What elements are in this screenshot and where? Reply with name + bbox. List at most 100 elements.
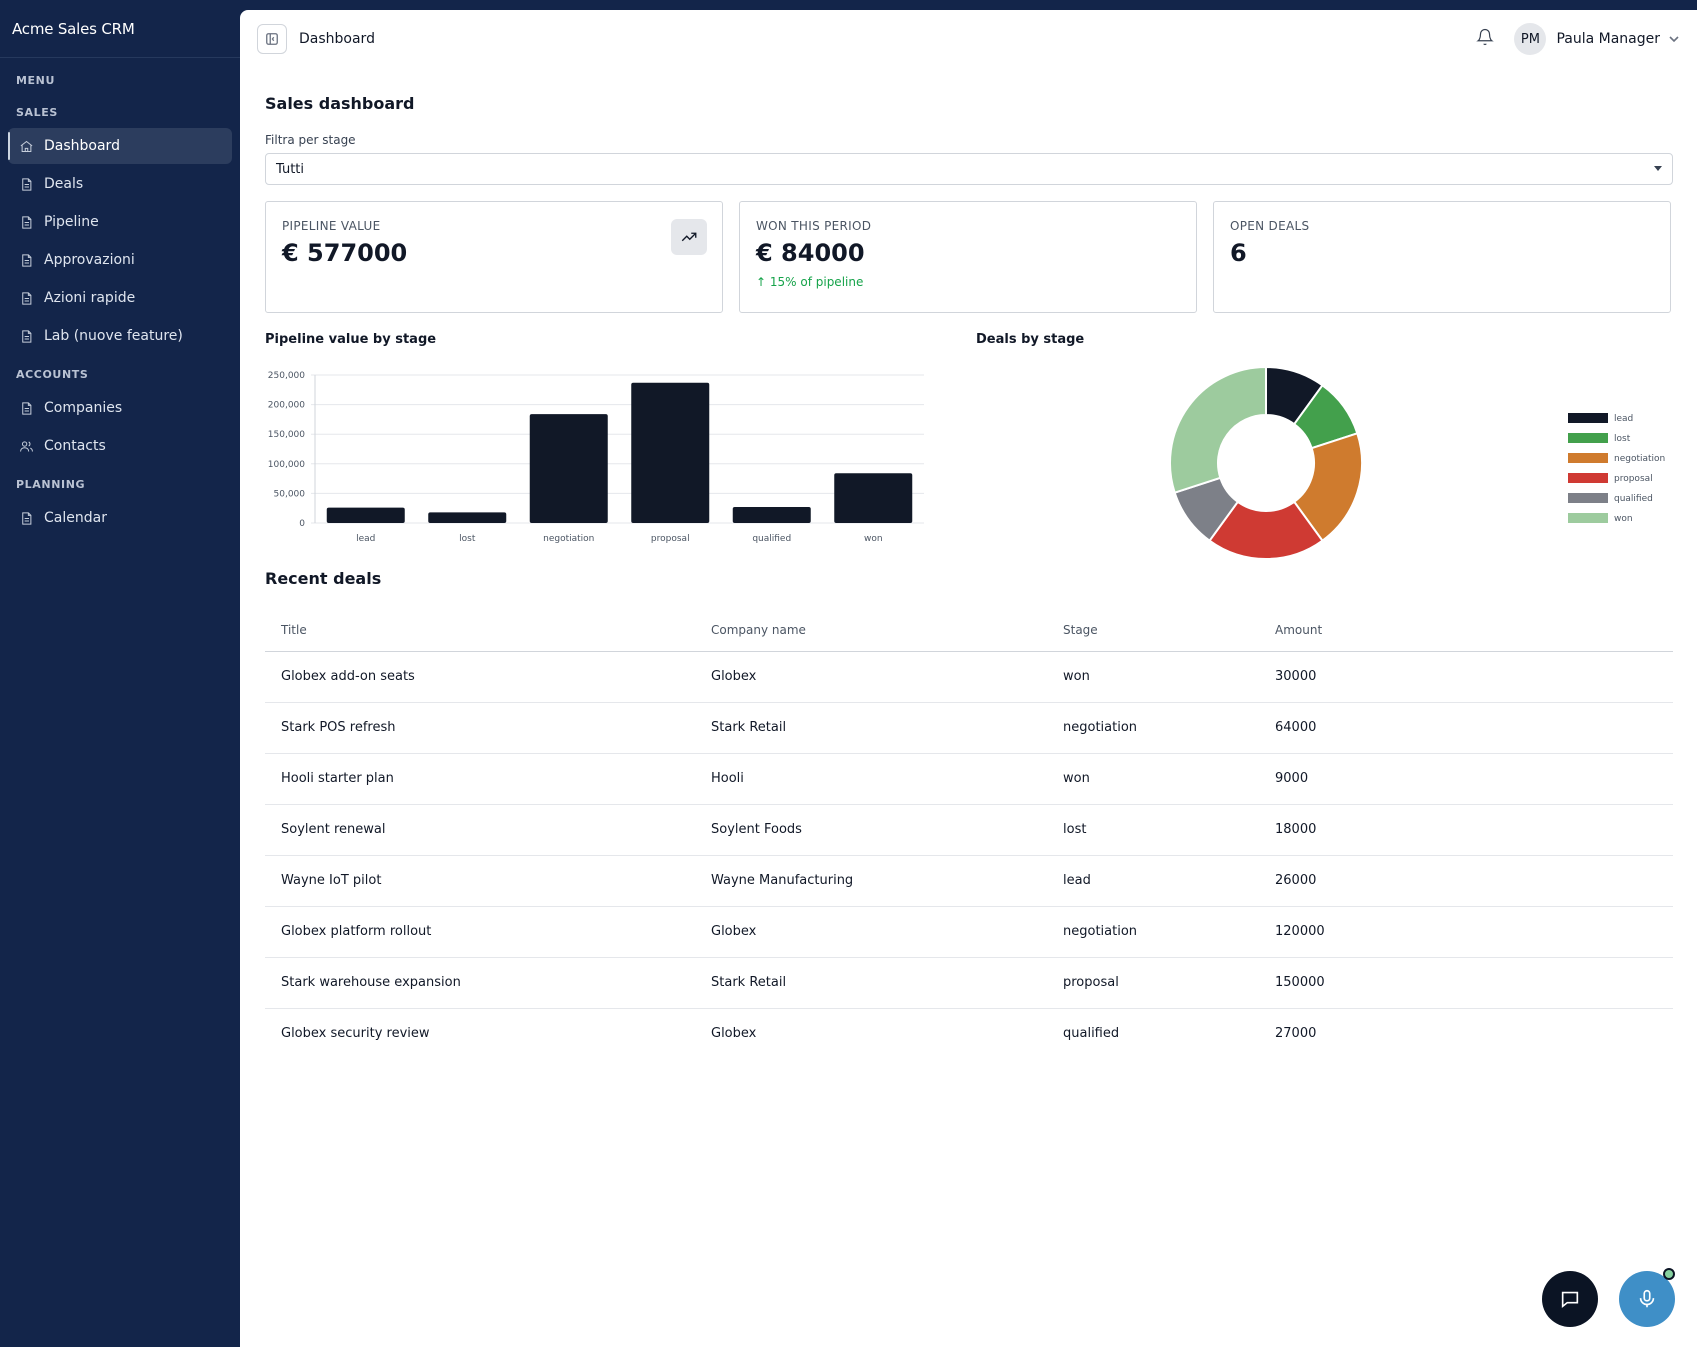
table-row[interactable]: Wayne IoT pilot Wayne Manufacturing lead 26… — [265, 855, 1673, 907]
bar-negotiation[interactable] — [529, 414, 608, 523]
legend-label[interactable]: proposal — [1614, 474, 1653, 484]
sidebar-toggle-icon — [266, 33, 278, 45]
table-row[interactable]: Hooli starter plan Hooli won 9000 — [265, 753, 1673, 805]
table-cell: 18000 — [1259, 804, 1673, 856]
slice-won[interactable] — [1169, 365, 1267, 494]
chat-icon — [1561, 1291, 1579, 1309]
legend-label[interactable]: negotiation — [1614, 454, 1665, 464]
bell-icon — [1476, 28, 1495, 46]
sidebar-item-lab-nuove-feature[interactable]: Lab (nuove feature) — [8, 318, 232, 354]
bar-proposal[interactable] — [631, 382, 710, 523]
voice-status-dot — [1663, 1268, 1675, 1280]
app-title: Acme Sales CRM — [0, 0, 240, 58]
microphone-icon — [1639, 1289, 1655, 1308]
table-row[interactable]: Globex platform rollout Globex negotiation… — [265, 906, 1673, 958]
table-cell: Stark Retail — [695, 702, 1047, 754]
users-icon — [18, 438, 34, 454]
legend-swatch[interactable] — [1568, 513, 1608, 523]
bar-lead[interactable] — [326, 507, 405, 523]
table-cell: proposal — [1047, 957, 1259, 1009]
y-tick-label: 0 — [299, 519, 305, 529]
stage-filter-label: Filtra per stage — [265, 133, 356, 147]
table-cell: Hooli — [695, 753, 1047, 805]
voice-assistant-button[interactable] — [1619, 1271, 1675, 1327]
table-cell: Soylent Foods — [695, 804, 1047, 856]
sidebar-item-label: Lab (nuove feature) — [44, 328, 183, 344]
avatar[interactable]: PM — [1514, 23, 1547, 55]
legend-label[interactable]: lead — [1614, 414, 1633, 424]
x-tick-label: lead — [356, 534, 375, 544]
sidebar-toggle-button[interactable] — [257, 24, 287, 54]
card-value: € 577000 — [282, 239, 408, 267]
table-row[interactable]: Stark POS refresh Stark Retail negotiation… — [265, 702, 1673, 754]
table-cell: Globex — [695, 906, 1047, 958]
notifications-button[interactable] — [1476, 28, 1495, 50]
table-header-row: Title Company name Stage Amount — [265, 609, 1673, 652]
chevron-down-icon — [1669, 35, 1679, 42]
table-cell: 26000 — [1259, 855, 1673, 907]
stage-filter-select[interactable]: Tutti — [265, 153, 1673, 185]
legend-swatch[interactable] — [1568, 473, 1608, 483]
table-cell: Wayne IoT pilot — [265, 855, 695, 907]
table-cell: 120000 — [1259, 906, 1673, 958]
sidebar-item-companies[interactable]: Companies — [8, 390, 232, 426]
card-subtext: ↑ 15% of pipeline — [756, 275, 864, 289]
home-icon — [18, 138, 34, 154]
card-label: WON THIS PERIOD — [756, 219, 872, 233]
main-panel: Dashboard PM Paula Manager Sales dashboa… — [240, 10, 1697, 1347]
legend-swatch[interactable] — [1568, 413, 1608, 423]
bar-chart-title: Pipeline value by stage — [265, 332, 437, 347]
table-row[interactable]: Globex add-on seats Globex won 30000 — [265, 651, 1673, 703]
bar-won[interactable] — [834, 473, 913, 523]
table-row[interactable]: Globex security review Globex qualified 270… — [265, 1008, 1673, 1059]
x-tick-label: won — [864, 534, 883, 544]
table-row[interactable]: Stark warehouse expansion Stark Retail pro… — [265, 957, 1673, 1009]
table-cell: 27000 — [1275, 1026, 1317, 1042]
table-cell: negotiation — [1047, 906, 1259, 958]
trend-up-icon — [671, 219, 707, 255]
column-header[interactable]: Title — [265, 609, 695, 652]
sidebar-item-azioni-rapide[interactable]: Azioni rapide — [8, 280, 232, 316]
user-name[interactable]: Paula Manager — [1556, 31, 1660, 47]
table-cell: Globex security review — [281, 1026, 430, 1042]
table-cell: 150000 — [1259, 957, 1673, 1009]
kpi-cards: PIPELINE VALUE € 577000 WON THIS PERIOD … — [265, 201, 1673, 313]
table-cell: lost — [1047, 804, 1259, 856]
y-tick-label: 200,000 — [268, 401, 305, 411]
sidebar-item-label: Azioni rapide — [44, 290, 136, 306]
table-cell: Soylent renewal — [265, 804, 695, 856]
card-label: OPEN DEALS — [1230, 219, 1310, 233]
legend-swatch[interactable] — [1568, 453, 1608, 463]
bar-qualified[interactable] — [732, 507, 811, 523]
sidebar-item-dashboard[interactable]: Dashboard — [8, 128, 232, 164]
document-icon — [18, 400, 34, 416]
chat-button[interactable] — [1542, 1271, 1598, 1327]
user-menu-toggle[interactable] — [1660, 30, 1680, 49]
sidebar-item-label: Calendar — [44, 510, 107, 526]
table-cell: Stark POS refresh — [265, 702, 695, 754]
topbar: Dashboard PM Paula Manager — [240, 10, 1697, 68]
legend-label[interactable]: lost — [1614, 434, 1631, 444]
legend-label[interactable]: qualified — [1614, 494, 1653, 504]
legend-label[interactable]: won — [1614, 514, 1633, 524]
legend-swatch[interactable] — [1568, 493, 1608, 503]
table-cell: Globex platform rollout — [265, 906, 695, 958]
column-header[interactable]: Company name — [695, 609, 1047, 652]
column-header[interactable]: Stage — [1047, 609, 1259, 652]
sidebar-item-label: Contacts — [44, 438, 106, 454]
bar-lost[interactable] — [428, 512, 507, 523]
legend-swatch[interactable] — [1568, 433, 1608, 443]
sidebar-item-pipeline[interactable]: Pipeline — [8, 204, 232, 240]
sidebar-item-deals[interactable]: Deals — [8, 166, 232, 202]
table-cell: Globex — [695, 651, 1047, 703]
sidebar-item-approvazioni[interactable]: Approvazioni — [8, 242, 232, 278]
document-icon — [18, 176, 34, 192]
x-tick-label: proposal — [651, 534, 690, 544]
sidebar-item-contacts[interactable]: Contacts — [8, 428, 232, 464]
sidebar-item-calendar[interactable]: Calendar — [8, 500, 232, 536]
topbar-title: Dashboard — [299, 31, 375, 47]
table-cell: Hooli starter plan — [265, 753, 695, 805]
table-cell: Stark warehouse expansion — [265, 957, 695, 1009]
table-row[interactable]: Soylent renewal Soylent Foods lost 18000 — [265, 804, 1673, 856]
column-header[interactable]: Amount — [1259, 609, 1673, 652]
